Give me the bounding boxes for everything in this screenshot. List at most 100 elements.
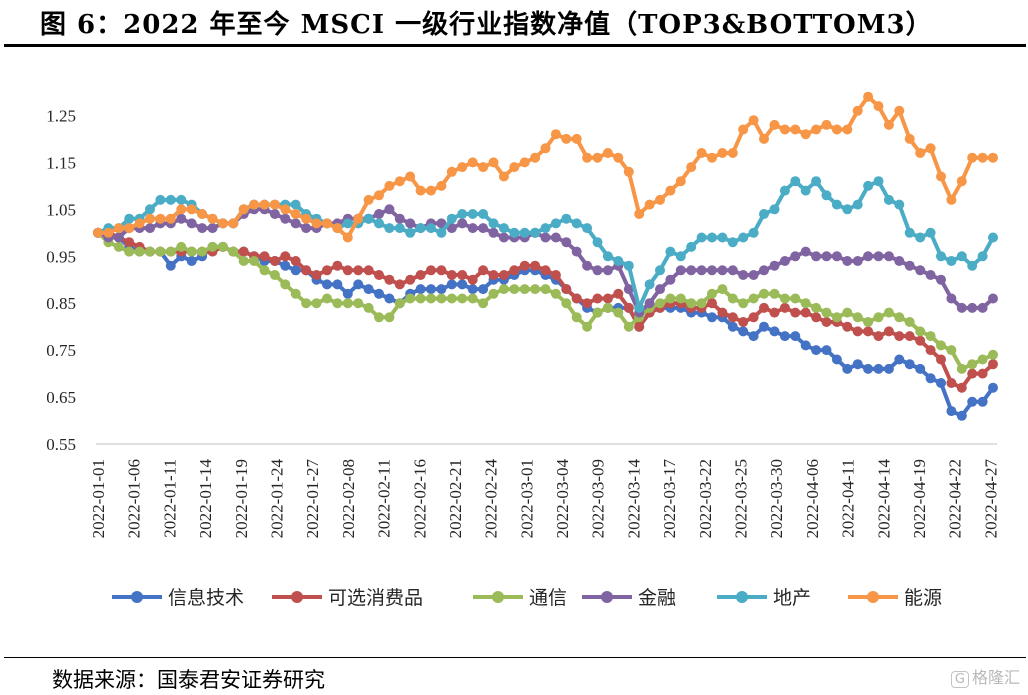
series-point	[228, 246, 239, 257]
series-point	[280, 260, 291, 271]
series-point	[686, 241, 697, 252]
series-point	[655, 298, 665, 309]
series-point	[811, 345, 822, 356]
legend-label: 可选消费品	[328, 587, 423, 609]
series-point	[883, 326, 894, 337]
series-point	[103, 227, 114, 238]
series-point	[509, 162, 520, 173]
x-tick-label: 2022-04-06	[803, 459, 822, 538]
y-tick-label: 0.75	[46, 341, 76, 360]
series-point	[269, 270, 280, 280]
legend-label: 金融	[638, 587, 676, 609]
series-point	[426, 284, 436, 295]
series-point	[936, 354, 946, 365]
series-point	[967, 396, 978, 407]
series-point	[280, 213, 291, 224]
series-point	[374, 312, 384, 323]
series-point	[686, 162, 697, 173]
series-point	[613, 288, 624, 299]
series-point	[478, 223, 489, 234]
series-point	[759, 133, 769, 144]
series-point	[779, 185, 790, 196]
series-point	[790, 124, 801, 135]
series-point	[394, 223, 405, 234]
series-point	[498, 270, 509, 280]
series-point	[530, 284, 541, 295]
series-point	[280, 204, 291, 215]
series-point	[925, 270, 936, 280]
series-point	[696, 265, 707, 276]
series-point	[800, 246, 811, 257]
series-point	[925, 331, 936, 342]
series-point	[426, 265, 436, 276]
series-point	[238, 246, 249, 257]
x-tick-label: 2022-04-22	[946, 459, 965, 538]
series-point	[894, 105, 905, 116]
series-point	[936, 274, 946, 285]
series-point	[394, 213, 405, 224]
series-point	[831, 312, 842, 323]
series-point	[436, 265, 447, 276]
series-point	[769, 326, 780, 337]
series-point	[634, 321, 645, 332]
series-point	[446, 270, 457, 280]
series-point	[811, 312, 822, 323]
series-point	[790, 307, 801, 318]
series-point	[883, 119, 894, 130]
series-point	[374, 288, 384, 299]
series-point	[977, 302, 988, 313]
y-tick-label: 1.15	[46, 153, 76, 172]
series-point	[207, 213, 218, 224]
series-point	[311, 298, 322, 309]
line-chart: 0.55 0.65 0.75 0.85 0.95 1.05 1.15 1.25 2022-01…	[46, 91, 1000, 609]
source-note: 数据来源：国泰君安证券研究	[52, 668, 325, 692]
series-point	[873, 101, 884, 112]
series-point	[904, 317, 915, 327]
series-point	[655, 265, 665, 276]
series-point	[540, 232, 551, 243]
series-point	[873, 363, 884, 374]
series-point	[748, 331, 759, 342]
series-point	[925, 373, 936, 384]
series-point	[738, 317, 749, 327]
series-point	[623, 284, 634, 295]
series-point	[467, 157, 478, 168]
series-point	[311, 270, 322, 280]
series-point	[582, 298, 593, 309]
series-point	[696, 148, 707, 158]
series-point	[727, 293, 738, 304]
series-point	[790, 331, 801, 342]
series-point	[936, 251, 946, 262]
series-point	[800, 185, 811, 196]
series-point	[290, 209, 301, 219]
legend-label: 通信	[529, 587, 567, 609]
series-point	[779, 256, 790, 266]
x-tick-label: 2022-03-22	[696, 459, 715, 538]
series-point	[145, 223, 155, 234]
series-point	[675, 176, 686, 187]
series-point	[842, 204, 853, 215]
series-point	[415, 293, 426, 304]
series-point	[873, 176, 884, 187]
series-point	[280, 251, 291, 262]
series-point	[790, 251, 801, 262]
series-point	[238, 204, 249, 215]
series-point	[904, 260, 915, 271]
series-point	[883, 251, 894, 262]
series-point	[936, 378, 946, 388]
series-point	[717, 232, 728, 243]
series-point	[457, 218, 468, 229]
series-point	[176, 213, 187, 224]
series-point	[426, 185, 436, 196]
series-point	[446, 293, 457, 304]
series-point	[332, 260, 343, 271]
series-point	[561, 213, 572, 224]
series-point	[519, 284, 530, 295]
series-point	[124, 246, 135, 257]
x-tick-label: 2022-03-30	[767, 459, 786, 538]
series-point	[863, 91, 874, 102]
series-point	[269, 199, 280, 210]
series-point	[707, 265, 717, 276]
series-point	[738, 270, 749, 280]
series-point	[498, 284, 509, 295]
